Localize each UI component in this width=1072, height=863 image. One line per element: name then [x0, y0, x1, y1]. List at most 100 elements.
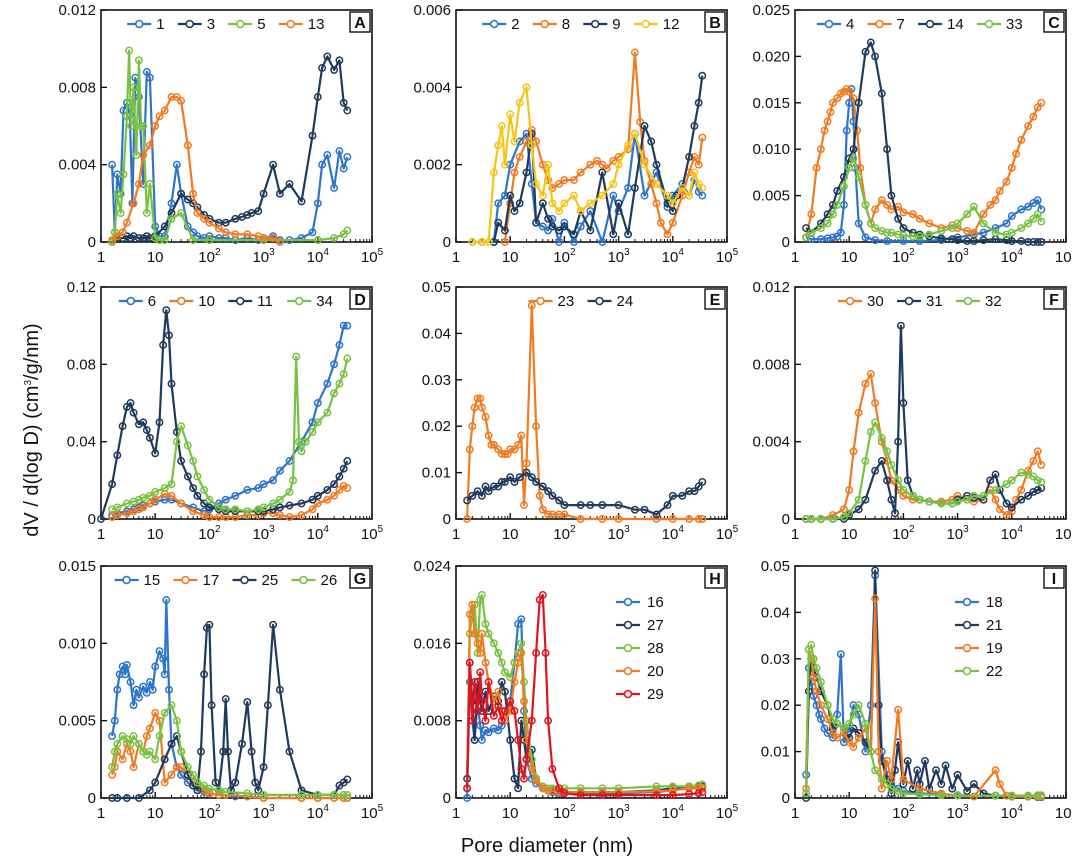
panel-d-letter: D: [354, 292, 366, 309]
data-point: [883, 476, 892, 485]
panel-d-ytick-label: 0.08: [67, 356, 96, 373]
data-point: [343, 484, 352, 493]
data-point: [134, 56, 143, 65]
data-point: [177, 189, 186, 198]
panel-g-ytick-label: 0.005: [58, 713, 96, 730]
data-point: [155, 647, 164, 656]
data-point: [1037, 791, 1046, 800]
data-point: [313, 199, 322, 208]
data-point: [335, 56, 344, 65]
data-point: [937, 234, 946, 243]
legend-label-13: 13: [308, 16, 325, 33]
data-point: [205, 495, 214, 504]
data-point: [151, 234, 160, 243]
panel-e-series-23: [463, 301, 707, 523]
legend-marker-20: [623, 666, 633, 676]
data-point: [159, 654, 168, 663]
data-point: [214, 503, 223, 512]
data-point: [481, 620, 490, 628]
panel-c-xtick-label: 102: [892, 247, 915, 266]
panel-h-ytick-label: 0.016: [413, 635, 451, 652]
panel-e-ytick-label: 0.02: [422, 418, 451, 435]
panel-e-xtick-label: 105: [716, 524, 739, 543]
data-point: [854, 495, 863, 504]
data-point: [668, 491, 677, 500]
data-point: [948, 784, 957, 793]
data-point: [259, 480, 268, 489]
data-point: [953, 219, 962, 228]
legend-marker-4: [824, 19, 834, 29]
series-line: [111, 324, 348, 517]
data-point: [694, 515, 703, 523]
data-point: [816, 145, 825, 154]
data-point: [544, 716, 553, 725]
data-point: [640, 122, 649, 130]
data-point: [807, 210, 816, 219]
data-point: [476, 668, 485, 677]
data-point: [489, 711, 498, 720]
data-point: [845, 738, 854, 747]
data-point: [197, 747, 205, 756]
data-point: [343, 152, 352, 161]
panel-c-letter-box: [1043, 11, 1065, 33]
data-point: [685, 191, 694, 200]
data-point: [313, 399, 322, 407]
data-point: [468, 600, 477, 609]
data-point: [308, 495, 317, 504]
data-point: [871, 236, 880, 245]
legend-marker-18: [962, 597, 972, 607]
data-point: [685, 152, 694, 161]
data-point: [484, 728, 493, 737]
data-point: [167, 199, 176, 208]
panel-c-xtick-label: 10: [841, 249, 858, 266]
data-point: [323, 52, 332, 61]
data-point: [476, 595, 485, 604]
data-point: [139, 151, 148, 159]
panel-a-ytick-label: 0.012: [58, 2, 96, 19]
data-point: [343, 321, 352, 330]
data-point: [532, 218, 541, 227]
data-point: [833, 733, 842, 742]
data-point: [991, 791, 1000, 800]
data-point: [614, 199, 623, 208]
data-point: [652, 510, 661, 519]
legend-label-6: 6: [148, 293, 156, 310]
data-point: [1017, 135, 1026, 144]
data-point: [313, 93, 322, 101]
legend-marker-6: [126, 296, 136, 306]
series-line: [805, 87, 1043, 243]
data-point: [193, 786, 202, 795]
data-point: [828, 515, 837, 523]
data-point: [894, 437, 903, 446]
series-line: [466, 603, 703, 794]
data-point: [497, 716, 506, 725]
data-point: [113, 503, 122, 512]
data-point: [477, 629, 486, 638]
data-point: [816, 515, 825, 523]
legend-marker-7: [875, 19, 884, 29]
data-point: [828, 729, 837, 737]
data-point: [139, 122, 148, 130]
data-point: [205, 218, 214, 227]
data-point: [177, 457, 186, 465]
panel-h-letter: H: [709, 571, 721, 588]
data-point: [113, 451, 122, 460]
data-point: [532, 776, 541, 785]
data-point: [861, 747, 870, 756]
data-point: [598, 191, 607, 200]
panel-e-legend: 23 24: [528, 293, 633, 310]
data-point: [243, 486, 252, 494]
data-point: [122, 661, 131, 669]
panel-f-ytick-label: 0.012: [752, 279, 790, 296]
data-point: [506, 110, 515, 119]
data-point: [937, 780, 946, 789]
data-point: [560, 501, 569, 510]
legend-label-33: 33: [1006, 16, 1023, 33]
data-point: [343, 354, 352, 363]
data-point: [861, 379, 870, 388]
panel-b-letter-box: [704, 11, 726, 33]
data-point: [586, 226, 595, 235]
legend-marker-32: [963, 296, 973, 306]
data-point: [343, 457, 352, 465]
panel-i-xtick-label: 104: [1001, 803, 1024, 822]
